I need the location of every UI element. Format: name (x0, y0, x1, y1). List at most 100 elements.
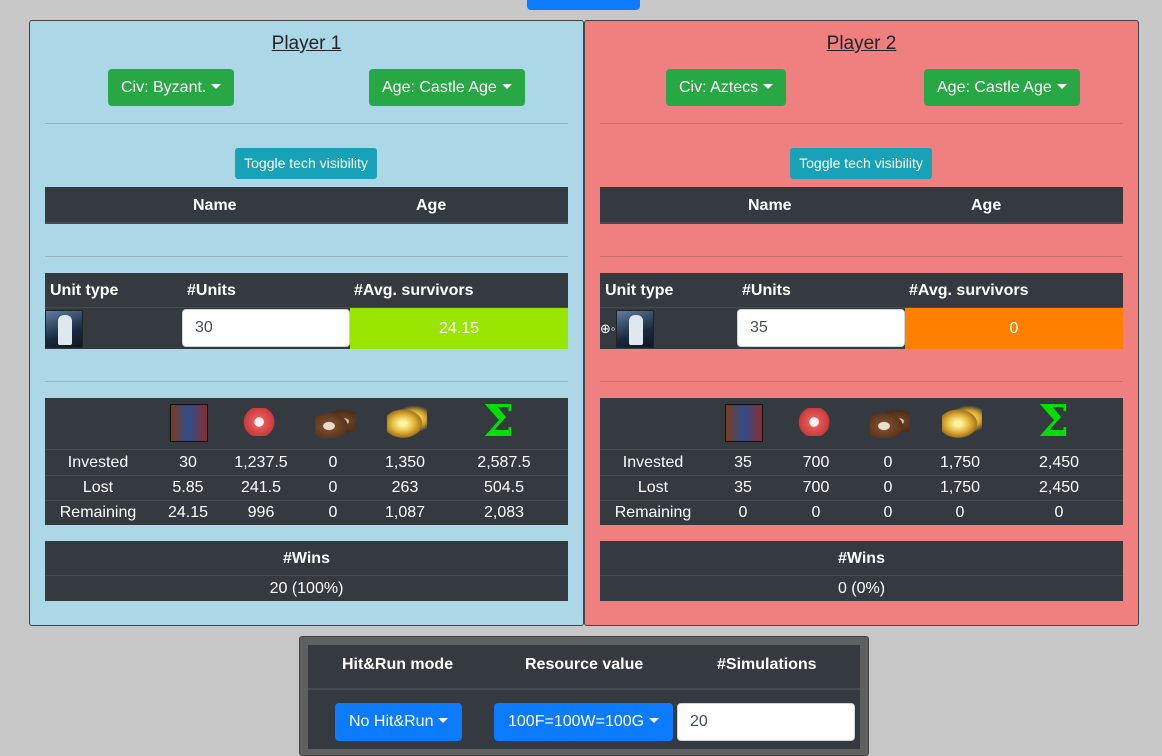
row-separator (45, 575, 568, 576)
hitrun-label: No Hit&Run (349, 713, 434, 730)
unit-header-type: Unit type (605, 282, 674, 299)
army-icon (725, 404, 763, 442)
sum-icon: Σ (483, 396, 515, 447)
cell: 0 (955, 504, 965, 521)
cell: 241.5 (240, 479, 282, 496)
row-separator (600, 307, 1123, 308)
player1-survivors-value: 24.15 (350, 308, 568, 349)
row-label-lost: Lost (82, 479, 114, 496)
player2-wins-table: #Wins 0 (0%) (600, 541, 1123, 601)
player1-units-input[interactable]: 30 (182, 309, 350, 347)
age-label: Age: Castle Age (937, 79, 1052, 96)
player2-unit-table: Unit type #Units #Avg. survivors ⊕◦ 35 0 (600, 273, 1123, 349)
player2-tech-table-header: Name Age (600, 187, 1123, 224)
player2-resource-table: Σ Invested 35 700 0 1,750 2,450 Lost 35 … (600, 398, 1123, 525)
cell: 0 (883, 454, 893, 471)
row-label-lost: Lost (637, 479, 669, 496)
player2-civ-dropdown[interactable]: Civ: Aztecs (666, 69, 787, 106)
player1-age-dropdown[interactable]: Age: Castle Age (369, 69, 525, 106)
divider (600, 123, 1123, 124)
row-separator (45, 500, 568, 501)
cell: 1,750 (939, 454, 981, 471)
wood-icon (870, 408, 910, 438)
cell: 1,350 (384, 454, 426, 471)
divider (600, 256, 1123, 257)
cell: 0 (883, 504, 893, 521)
gold-icon (942, 406, 982, 438)
player1-tech-table-header: Name Age (45, 187, 568, 224)
wins-value: 20 (100%) (269, 580, 344, 597)
player2-survivors-value: 0 (905, 308, 1123, 349)
cell: 0 (811, 504, 821, 521)
civ-label: Civ: Aztecs (679, 79, 759, 96)
hitrun-dropdown[interactable]: No Hit&Run (335, 703, 463, 741)
cell: 1,750 (939, 479, 981, 496)
settings-table: Hit&Run mode Resource value #Simulations… (308, 645, 860, 749)
row-separator (45, 449, 568, 450)
wood-icon (315, 408, 355, 438)
wins-header: #Wins (283, 550, 330, 567)
player2-toggle-tech-button[interactable]: Toggle tech visibility (790, 148, 932, 179)
tech-header-age: Age (416, 197, 447, 214)
caret-down-icon (649, 718, 660, 723)
cell: 35 (734, 454, 752, 471)
sum-icon: Σ (1038, 396, 1070, 447)
tech-header-age: Age (971, 197, 1002, 214)
drag-handle-icon[interactable]: ⊕◦ (600, 321, 616, 336)
cell: 35 (734, 479, 752, 496)
divider (45, 123, 568, 124)
cell: 2,450 (1038, 479, 1080, 496)
divider (600, 381, 1123, 382)
player1-unit-table: Unit type #Units #Avg. survivors 30 24.1… (45, 273, 568, 349)
player2-title: Player 2 (826, 33, 897, 54)
cell: 2,587.5 (477, 454, 531, 471)
divider (45, 381, 568, 382)
unit-portrait-icon[interactable] (616, 310, 654, 348)
unit-header-type: Unit type (50, 282, 119, 299)
header-resource-value: Resource value (525, 656, 644, 673)
cell: 263 (391, 479, 419, 496)
caret-down-icon (438, 718, 449, 723)
row-separator (600, 449, 1123, 450)
row-label-invested: Invested (622, 454, 684, 471)
age-label: Age: Castle Age (382, 79, 497, 96)
civ-label: Civ: Byzant. (121, 79, 207, 96)
cell: 700 (802, 479, 830, 496)
caret-down-icon (501, 84, 512, 89)
row-separator (600, 575, 1123, 576)
tech-header-name: Name (193, 197, 237, 214)
cell: 30 (179, 454, 197, 471)
player1-toggle-tech-button[interactable]: Toggle tech visibility (235, 148, 377, 179)
cell: 700 (802, 454, 830, 471)
top-button[interactable] (527, 0, 640, 10)
divider (45, 256, 568, 257)
row-separator (600, 500, 1123, 501)
row-label-remaining: Remaining (59, 504, 137, 521)
player1-civ-dropdown[interactable]: Civ: Byzant. (108, 69, 235, 106)
cell: 1,237.5 (234, 454, 288, 471)
player2-age-dropdown[interactable]: Age: Castle Age (924, 69, 1080, 106)
simulations-input[interactable]: 20 (677, 703, 855, 741)
player1-panel: Player 1 Civ: Byzant. Age: Castle Age To… (29, 20, 584, 626)
row-separator (45, 475, 568, 476)
cell: 504.5 (483, 479, 525, 496)
row-separator (600, 475, 1123, 476)
settings-panel: Hit&Run mode Resource value #Simulations… (299, 636, 869, 756)
unit-header-units: #Units (187, 282, 236, 299)
cell: 0 (328, 454, 338, 471)
player1-title: Player 1 (271, 33, 342, 54)
caret-down-icon (1056, 84, 1067, 89)
header-simulations: #Simulations (717, 656, 817, 673)
resource-value-dropdown[interactable]: 100F=100W=100G (494, 703, 674, 741)
wins-value: 0 (0%) (837, 580, 886, 597)
unit-portrait-icon[interactable] (45, 310, 83, 348)
unit-header-units: #Units (742, 282, 791, 299)
cell: 0 (883, 479, 893, 496)
gold-icon (387, 406, 427, 438)
tech-header-name: Name (748, 197, 792, 214)
player2-units-input[interactable]: 35 (737, 309, 905, 347)
cell: 0 (1054, 504, 1064, 521)
unit-header-survivors: #Avg. survivors (909, 282, 1029, 299)
army-icon (170, 404, 208, 442)
food-icon (797, 408, 835, 436)
